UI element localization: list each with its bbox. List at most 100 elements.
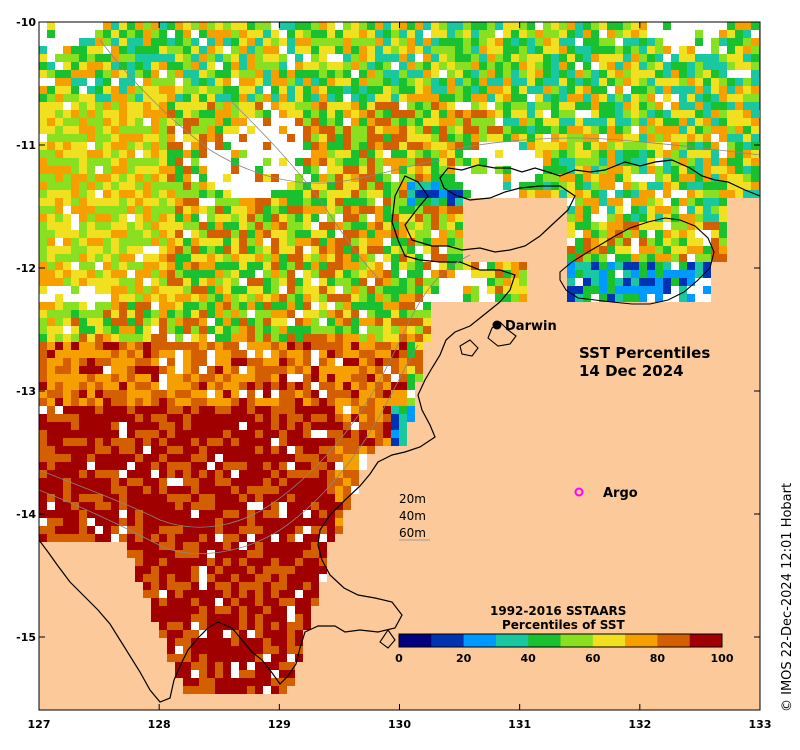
sst-cell: [287, 550, 295, 558]
sst-cell: [319, 222, 327, 230]
sst-cell: [719, 182, 727, 190]
sst-cell: [375, 182, 383, 190]
sst-cell: [55, 70, 63, 78]
sst-cell: [663, 38, 671, 46]
sst-cell: [447, 102, 455, 110]
sst-cell: [407, 38, 415, 46]
sst-cell: [383, 142, 391, 150]
sst-cell: [567, 70, 575, 78]
sst-cell: [167, 606, 175, 614]
sst-cell: [463, 270, 471, 278]
sst-cell: [231, 478, 239, 486]
sst-cell: [663, 254, 671, 262]
sst-cell: [247, 366, 255, 374]
sst-cell: [543, 118, 551, 126]
sst-cell: [687, 46, 695, 54]
sst-cell: [487, 294, 495, 302]
sst-cell: [295, 198, 303, 206]
sst-cell: [615, 94, 623, 102]
sst-cell: [735, 118, 743, 126]
sst-cell: [383, 166, 391, 174]
sst-cell: [295, 574, 303, 582]
sst-cell: [647, 174, 655, 182]
sst-cell: [743, 182, 751, 190]
sst-cell: [47, 254, 55, 262]
sst-cell: [63, 30, 71, 38]
sst-cell: [103, 454, 111, 462]
sst-cell: [215, 422, 223, 430]
sst-cell: [519, 150, 527, 158]
sst-cell: [223, 534, 231, 542]
sst-cell: [431, 30, 439, 38]
sst-cell: [375, 142, 383, 150]
sst-cell: [743, 70, 751, 78]
sst-cell: [231, 174, 239, 182]
sst-cell: [247, 526, 255, 534]
sst-cell: [655, 102, 663, 110]
sst-cell: [343, 302, 351, 310]
sst-cell: [183, 206, 191, 214]
sst-cell: [207, 302, 215, 310]
sst-cell: [231, 166, 239, 174]
sst-cell: [247, 30, 255, 38]
sst-cell: [127, 462, 135, 470]
sst-cell: [111, 414, 119, 422]
sst-cell: [351, 22, 359, 30]
sst-cell: [583, 70, 591, 78]
sst-cell: [55, 502, 63, 510]
sst-cell: [439, 78, 447, 86]
sst-cell: [351, 478, 359, 486]
sst-cell: [247, 182, 255, 190]
sst-cell: [367, 414, 375, 422]
sst-cell: [703, 94, 711, 102]
sst-cell: [391, 230, 399, 238]
sst-cell: [191, 102, 199, 110]
sst-cell: [479, 102, 487, 110]
sst-cell: [303, 134, 311, 142]
sst-cell: [519, 54, 527, 62]
sst-cell: [455, 110, 463, 118]
sst-cell: [95, 30, 103, 38]
sst-cell: [183, 502, 191, 510]
sst-cell: [111, 158, 119, 166]
sst-cell: [151, 190, 159, 198]
sst-cell: [239, 454, 247, 462]
sst-cell: [631, 150, 639, 158]
sst-cell: [79, 318, 87, 326]
sst-cell: [159, 438, 167, 446]
sst-cell: [391, 214, 399, 222]
sst-cell: [223, 262, 231, 270]
sst-cell: [343, 134, 351, 142]
sst-cell: [607, 214, 615, 222]
sst-cell: [263, 390, 271, 398]
sst-cell: [127, 366, 135, 374]
sst-cell: [191, 350, 199, 358]
sst-cell: [391, 366, 399, 374]
sst-cell: [55, 94, 63, 102]
sst-cell: [447, 134, 455, 142]
sst-cell: [311, 494, 319, 502]
colorbar-title-line1: 1992-2016 SSTAARS: [490, 604, 626, 618]
sst-cell: [431, 174, 439, 182]
sst-cell: [575, 286, 583, 294]
sst-cell: [271, 22, 279, 30]
sst-cell: [383, 70, 391, 78]
sst-cell: [183, 598, 191, 606]
sst-cell: [359, 254, 367, 262]
y-tick-label: -12: [16, 262, 36, 275]
sst-cell: [263, 78, 271, 86]
sst-cell: [103, 470, 111, 478]
sst-cell: [591, 86, 599, 94]
sst-cell: [207, 438, 215, 446]
sst-cell: [111, 438, 119, 446]
sst-cell: [231, 614, 239, 622]
sst-cell: [103, 518, 111, 526]
sst-cell: [215, 118, 223, 126]
sst-cell: [391, 174, 399, 182]
sst-cell: [271, 254, 279, 262]
sst-cell: [175, 246, 183, 254]
sst-cell: [375, 414, 383, 422]
sst-cell: [71, 374, 79, 382]
sst-cell: [223, 334, 231, 342]
sst-cell: [63, 94, 71, 102]
